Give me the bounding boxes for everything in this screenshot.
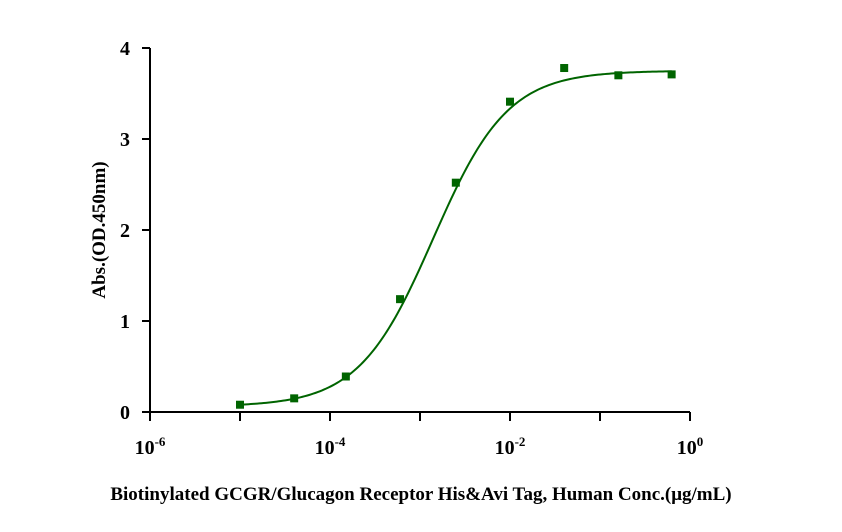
y-tick-label: 1 [120,311,130,333]
data-point [290,394,299,403]
data-point [560,64,569,73]
data-point [451,178,460,187]
data-point [236,400,244,409]
x-tick-label: 10-2 [495,434,526,459]
x-tick-label: 100 [677,434,704,459]
data-point [341,372,350,381]
data-point [396,295,405,304]
y-tick-label: 3 [120,129,130,151]
y-tick-label: 4 [120,38,130,60]
y-axis-title: Abs.(OD.450nm) [89,161,110,298]
data-points [236,64,676,409]
data-point [506,97,514,106]
axes [149,48,690,413]
y-tick-label: 0 [120,402,130,424]
data-point [614,71,623,80]
x-ticks: 10-6 10-4 10-2 100 [135,412,704,459]
y-ticks: 0 1 2 3 4 [120,38,150,424]
y-tick-label: 2 [120,220,130,242]
x-tick-label: 10-6 [135,434,166,459]
data-point [667,70,676,79]
x-tick-label: 10-4 [315,434,346,459]
fit-curve [239,70,672,406]
x-axis-title: Biotinylated GCGR/Glucagon Receptor His&… [110,484,731,505]
